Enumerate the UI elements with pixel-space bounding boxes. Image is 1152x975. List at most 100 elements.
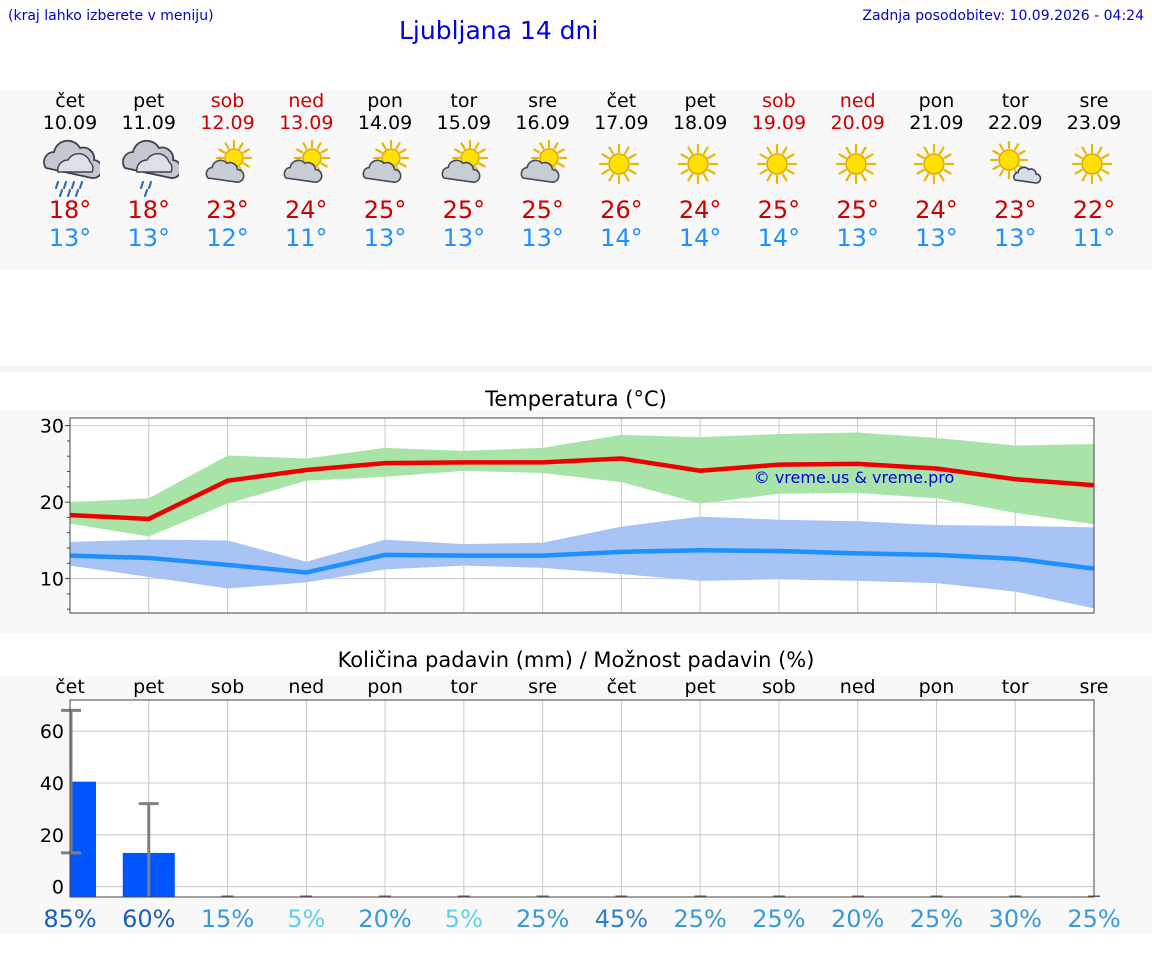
precip-probability-label: 5% <box>287 905 325 933</box>
day-min-temp: 13° <box>521 224 564 252</box>
temp-y-tick-label: 30 <box>40 416 64 438</box>
day-date: 11.09 <box>121 112 176 134</box>
day-name: sob <box>210 90 245 112</box>
day-date: 13.09 <box>279 112 334 134</box>
forecast-day: ned 13.09 24° 11° <box>266 90 346 252</box>
day-name: čet <box>55 90 85 112</box>
precip-probability-label: 85% <box>43 905 96 933</box>
day-min-temp: 14° <box>678 224 722 252</box>
day-max-temp: 18° <box>48 196 92 224</box>
day-max-temp: 25° <box>442 196 486 224</box>
day-date: 20.09 <box>830 112 885 134</box>
precip-probability-label: 60% <box>122 905 175 933</box>
location-menu-note: (kraj lahko izberete v meniju) <box>8 8 214 24</box>
precip-probability-label: 45% <box>595 905 648 933</box>
precip-bar <box>70 781 96 897</box>
sun-behind-cloud-icon <box>205 139 252 184</box>
temp-y-tick-label: 20 <box>40 492 64 514</box>
precip-bar <box>300 895 313 897</box>
sun-behind-cloud-icon <box>441 139 488 184</box>
precip-day-label: pet <box>685 676 716 698</box>
precip-probability-label: 20% <box>358 905 411 933</box>
precip-day-label: ned <box>288 676 324 698</box>
forecast-day: sob 19.09 25° 14° <box>739 90 819 252</box>
day-min-temp: 12° <box>206 224 249 252</box>
day-name: sre <box>528 90 558 112</box>
day-date: 23.09 <box>1066 112 1122 134</box>
temp-min-line <box>69 548 1095 575</box>
precip-probability-label: 25% <box>516 905 569 933</box>
forecast-day: pon 21.09 24° 13° <box>896 90 976 252</box>
precip-probability-label: 20% <box>831 905 884 933</box>
precip-y-tick-label: 20 <box>40 825 64 847</box>
precip-bar <box>536 895 549 897</box>
precip-day-label: čet <box>55 676 85 698</box>
precip-bar <box>457 895 470 897</box>
forecast-day: pon 14.09 25° 13° <box>345 90 425 252</box>
precip-probability-label: 25% <box>910 905 963 933</box>
day-date: 10.09 <box>42 112 98 134</box>
precip-bar <box>772 895 785 897</box>
precip-plot-frame <box>69 699 1095 898</box>
day-date: 21.09 <box>909 112 964 134</box>
sun-behind-cloud-icon <box>283 139 331 184</box>
rain-cloud-icon <box>43 139 103 198</box>
day-min-temp: 13° <box>363 224 407 252</box>
forecast-day: pet 11.09 18° 13° <box>109 90 189 252</box>
temperature-chart-title: Temperatura (°C) <box>485 387 667 411</box>
precipitation-chart-title: Količina padavin (mm) / Možnost padavin … <box>337 648 815 672</box>
day-date: 17.09 <box>594 112 649 134</box>
precip-probability-label: 15% <box>201 905 254 933</box>
day-min-temp: 13° <box>993 224 1037 252</box>
precip-bar <box>615 895 628 897</box>
precip-day-label: tor <box>1002 676 1029 698</box>
day-name: ned <box>288 90 325 112</box>
forecast-day: čet 17.09 26° 14° <box>581 90 661 252</box>
day-name: pon <box>918 90 955 112</box>
sun-icon <box>678 143 719 185</box>
precip-y-tick-label: 40 <box>40 773 64 795</box>
day-min-temp: 13° <box>442 224 486 252</box>
forecast-day: tor 22.09 23° 13° <box>975 90 1055 252</box>
precip-day-label: sob <box>762 676 796 698</box>
precip-day-label: pon <box>919 676 955 698</box>
last-updated: Zadnja posodobitev: 10.09.2026 - 04:24 <box>862 8 1144 24</box>
precip-day-label: sre <box>1080 676 1109 698</box>
forecast-day: sre 16.09 25° 13° <box>503 90 583 252</box>
day-max-temp: 24° <box>678 196 722 224</box>
precip-bar <box>221 895 234 897</box>
separator-band <box>0 366 1152 372</box>
day-min-temp: 14° <box>757 224 801 252</box>
day-max-temp: 18° <box>127 196 171 224</box>
day-max-temp: 25° <box>757 196 801 224</box>
precipitation-chart: čet pet sob ned pon tor sre čet pet sob ned pon tor s… <box>40 676 1121 933</box>
precip-y-tick-label: 0 <box>52 877 64 899</box>
day-max-temp: 25° <box>836 196 879 224</box>
day-name: pet <box>684 90 716 112</box>
day-max-temp: 26° <box>600 196 643 224</box>
precip-y-tick-label: 60 <box>40 721 64 743</box>
precip-day-label: sob <box>211 676 245 698</box>
day-date: 22.09 <box>988 112 1043 134</box>
day-min-temp: 11° <box>1072 224 1116 252</box>
day-max-temp: 23° <box>993 196 1037 224</box>
day-name: tor <box>1001 90 1029 112</box>
precip-day-label: ned <box>840 676 876 698</box>
precip-bar <box>930 895 943 897</box>
day-date: 15.09 <box>436 112 492 134</box>
page-title: Ljubljana 14 dni <box>399 16 599 45</box>
precip-probability-label: 25% <box>1067 905 1120 933</box>
day-min-temp: 13° <box>127 224 171 252</box>
precip-day-label: tor <box>450 676 477 698</box>
day-min-temp: 14° <box>600 224 643 252</box>
day-max-temp: 25° <box>363 196 407 224</box>
forecast-day: sre 23.09 22° 11° <box>1054 90 1134 252</box>
day-max-temp: 25° <box>521 196 564 224</box>
sun-icon <box>1071 143 1113 185</box>
precip-probability-label: 25% <box>752 905 805 933</box>
precip-probability-label: 25% <box>673 905 726 933</box>
temp-max-line <box>69 456 1095 522</box>
day-max-temp: 23° <box>206 196 249 224</box>
day-name: pet <box>133 90 165 112</box>
sun-icon <box>599 143 640 185</box>
